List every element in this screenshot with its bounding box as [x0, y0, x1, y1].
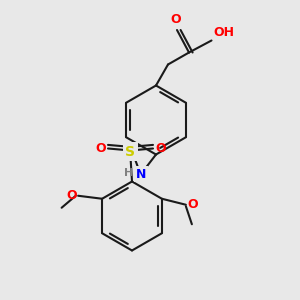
Text: O: O	[155, 142, 166, 155]
Text: OH: OH	[213, 26, 234, 39]
Text: S: S	[125, 145, 136, 158]
Text: O: O	[95, 142, 106, 155]
Text: O: O	[66, 189, 76, 202]
Text: N: N	[136, 167, 146, 181]
Text: O: O	[170, 14, 181, 26]
Text: H: H	[124, 167, 134, 178]
Text: O: O	[188, 198, 198, 211]
